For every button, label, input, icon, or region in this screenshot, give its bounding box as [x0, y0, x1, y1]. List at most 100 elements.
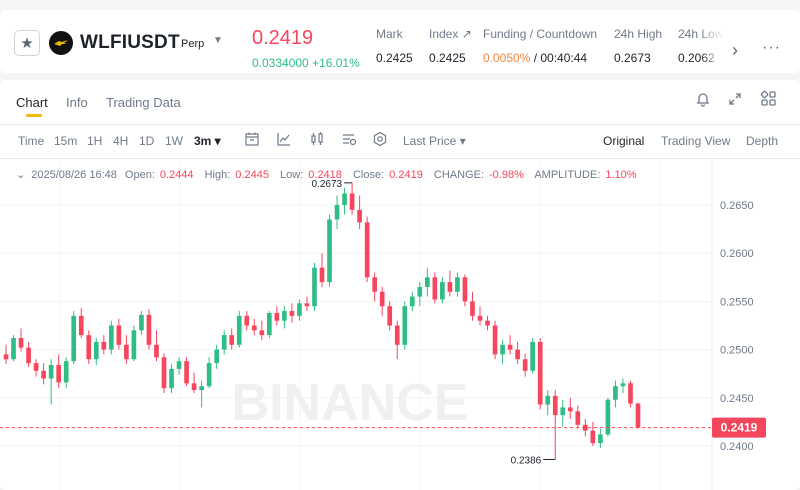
candle-body — [477, 315, 483, 321]
line-chart-icon[interactable] — [276, 131, 292, 147]
candle-body — [48, 365, 54, 379]
watermark: BINANCE — [232, 374, 469, 432]
tab-info[interactable]: Info — [66, 95, 88, 110]
candle-body — [492, 325, 498, 355]
low-value: 0.2418 — [308, 169, 342, 181]
high-value: 0.2445 — [235, 169, 269, 181]
funding-countdown: / 00:40:44 — [530, 51, 588, 65]
candle-body — [184, 361, 189, 384]
candle-body — [274, 312, 280, 321]
collapse-chevron-icon[interactable]: ⌄ — [16, 169, 26, 181]
candles — [3, 182, 641, 460]
stat-funding: Funding / Countdown 0.0050% / 00:40:44 — [483, 27, 597, 65]
interval-15m[interactable]: 15m — [54, 134, 78, 148]
candle-body — [304, 303, 310, 307]
candle-body — [628, 383, 633, 404]
stat-label: Index ↗ — [429, 27, 472, 41]
candle-body — [146, 314, 152, 345]
interval-1d[interactable]: 1D — [139, 134, 155, 148]
price-tick-label: 0.2550 — [720, 296, 754, 308]
interval-1w[interactable]: 1W — [165, 134, 183, 148]
last-price: 0.2419 — [252, 27, 314, 49]
candle-body — [552, 395, 558, 416]
high-marker-label: 0.2673 — [312, 179, 343, 190]
candle-body — [447, 282, 453, 292]
stat-24h-high: 24h High 0.2673 — [614, 27, 662, 65]
close-value: 0.2419 — [389, 169, 423, 181]
chart-panel: Chart Info Trading Data Time 15m 1H 4H 1… — [0, 80, 800, 490]
candle-body — [86, 335, 92, 360]
candle-body — [425, 277, 430, 287]
candle-body — [161, 357, 167, 389]
favorite-star-button[interactable]: ★ — [14, 30, 40, 56]
candle-body — [176, 361, 182, 369]
ohlc-date: 2025/08/26 16:48 — [31, 169, 117, 181]
candle-body — [545, 395, 551, 405]
candle-body — [229, 335, 235, 345]
interval-time[interactable]: Time — [18, 134, 45, 148]
amplitude-value: 1.10% — [605, 169, 637, 181]
candle-body — [116, 325, 122, 345]
indicators-icon[interactable] — [341, 131, 357, 147]
candle-body — [462, 277, 468, 302]
stat-index[interactable]: Index ↗ 0.2425 — [429, 27, 472, 65]
candle-body — [409, 296, 415, 307]
candle-body — [221, 335, 227, 350]
candle-body — [455, 277, 460, 292]
candle-body — [109, 325, 114, 350]
view-depth[interactable]: Depth — [746, 134, 779, 148]
interval-1h[interactable]: 1H — [87, 134, 103, 148]
candle-body — [379, 291, 385, 307]
candle-body — [41, 370, 46, 379]
layout-grid-icon[interactable] — [760, 90, 777, 107]
candle-body — [169, 368, 174, 389]
candle-body — [78, 315, 84, 336]
stat-value: 0.2425 — [376, 51, 413, 65]
candle-body — [327, 219, 332, 283]
candle-body — [583, 424, 588, 431]
expand-icon[interactable] — [727, 91, 743, 107]
amplitude-label: AMPLITUDE: — [534, 169, 601, 181]
tab-trading-data[interactable]: Trading Data — [106, 95, 181, 110]
candle-body — [18, 338, 24, 348]
candle-body — [139, 314, 144, 331]
candlestick-icon[interactable] — [309, 131, 325, 147]
price-source-dropdown[interactable]: Last Price ▾ — [403, 134, 466, 148]
price-change: 0.0334000 +16.01% — [252, 56, 360, 70]
funding-rate: 0.0050% — [483, 51, 531, 65]
symbol-dropdown-icon[interactable]: ▼ — [213, 35, 223, 46]
high-low-markers: 0.2673 0.2386 — [312, 179, 556, 466]
candle-body — [11, 338, 16, 360]
price-axis: 0.2650 0.2600 0.2550 0.2500 0.2450 0.2400 — [720, 200, 754, 453]
tab-chart[interactable]: Chart — [16, 95, 48, 110]
calendar-icon[interactable] — [244, 131, 260, 147]
symbol-name[interactable]: WLFIUSDT — [80, 32, 180, 53]
candlestick-chart[interactable]: BINANCE 0.26500.26000.25500.25000.24500.… — [0, 160, 800, 490]
settings-icon[interactable] — [372, 131, 388, 147]
chevron-right-icon[interactable]: › — [732, 40, 738, 60]
candle-body — [567, 407, 573, 412]
candle-body — [537, 341, 543, 405]
stat-value: 0.0050% / 00:40:44 — [483, 51, 597, 65]
candle-body — [605, 399, 611, 435]
interval-4h[interactable]: 4H — [113, 134, 129, 148]
eagle-icon — [54, 40, 68, 46]
interval-3m[interactable]: 3m ▾ — [194, 134, 221, 148]
stat-label: Funding / Countdown — [483, 27, 598, 41]
change-label: CHANGE: — [433, 169, 485, 181]
candle-body — [206, 363, 212, 387]
view-original[interactable]: Original — [603, 134, 645, 148]
high-label: High: — [204, 169, 231, 181]
candle-body — [620, 383, 626, 387]
more-options-icon[interactable]: ··· — [762, 39, 781, 56]
bell-icon[interactable] — [695, 91, 711, 107]
change-value: -0.98% — [489, 169, 524, 181]
chart-grid — [0, 160, 712, 490]
candle-body — [500, 344, 505, 355]
candle-body — [357, 209, 362, 223]
candle-body — [124, 344, 129, 360]
candle-body — [349, 193, 355, 210]
view-trading-view[interactable]: Trading View — [661, 134, 731, 148]
ohlc-readout: ⌄ 2025/08/26 16:48 Open: 0.2444 High: 0.244… — [16, 168, 645, 181]
candle-body — [470, 301, 475, 316]
